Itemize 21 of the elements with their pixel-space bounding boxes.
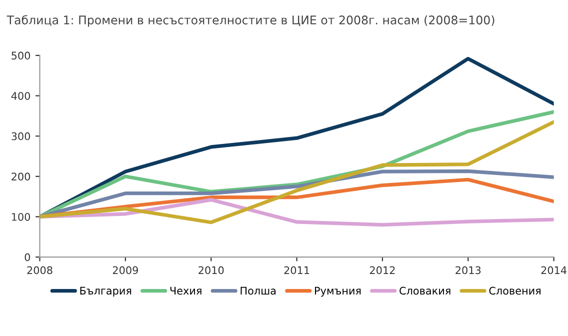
line-series xyxy=(40,198,554,227)
y-tick-label: 0 xyxy=(24,253,30,262)
legend-label: Словакия xyxy=(400,286,450,295)
y-tick-label: 500 xyxy=(12,52,30,60)
chart-title: Таблица 1: Промени в несъстоятелностите в ЦИЕ от 2008г. насам (2008=100) xyxy=(6,15,494,27)
legend-label: България xyxy=(80,286,132,297)
x-tick-label: 2009 xyxy=(112,266,138,274)
y-tick-label: 200 xyxy=(12,172,30,181)
x-tick-label: 2014 xyxy=(541,266,566,274)
x-tick-label: 2008 xyxy=(27,266,52,274)
y-tick-label: 400 xyxy=(11,92,30,100)
x-tick-label: 2010 xyxy=(198,266,224,274)
y-tick-label: 300 xyxy=(12,132,30,140)
x-tick-label: 2011 xyxy=(284,266,310,274)
x-tick-label: 2013 xyxy=(456,266,481,274)
legend-label: Чехия xyxy=(170,286,202,295)
x-tick-label: 2012 xyxy=(370,266,395,274)
legend-label: Словения xyxy=(489,286,540,295)
legend-label: Полша xyxy=(240,286,276,295)
y-tick-label: 100 xyxy=(12,212,30,221)
legend-label: Румъния xyxy=(315,286,361,297)
